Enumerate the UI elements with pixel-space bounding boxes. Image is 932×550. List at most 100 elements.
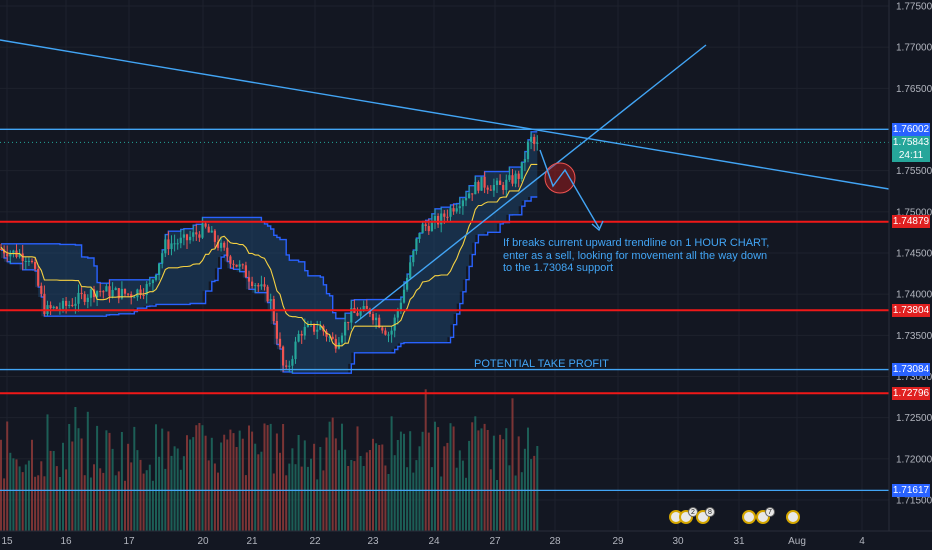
candle-body (269, 299, 272, 302)
volume-bar (353, 461, 356, 531)
flag-icon[interactable] (786, 510, 800, 524)
candle-body (68, 304, 71, 306)
candle-body (158, 263, 161, 275)
volume-bar (384, 465, 387, 531)
volume-bar (117, 471, 120, 531)
candle-body (43, 293, 46, 314)
candle-body (55, 306, 58, 309)
candle-body (288, 365, 291, 367)
volume-bar (40, 461, 43, 531)
price-axis-tick: 1.73500 (896, 331, 932, 342)
volume-bar (356, 426, 359, 531)
time-axis-tick: 4 (859, 536, 865, 547)
candle-body (415, 238, 418, 251)
volume-bar (310, 458, 312, 531)
price-axis-tick: 1.72000 (896, 454, 932, 465)
time-axis-tick: 27 (489, 536, 501, 547)
price-axis-tick: 1.75500 (896, 166, 932, 177)
candle-body (238, 264, 241, 267)
price-tag: 1.76002 (892, 122, 930, 136)
candle-body (260, 284, 263, 287)
volume-bar (297, 435, 300, 531)
candle-body (192, 232, 195, 237)
volume-bar (198, 423, 201, 531)
volume-bar (514, 475, 517, 531)
candle-body (387, 334, 390, 336)
volume-bar (275, 433, 278, 531)
volume-bar (409, 431, 412, 531)
candle-body (443, 213, 446, 217)
candle-body (530, 136, 533, 142)
candle-body (127, 293, 130, 295)
candle-body (437, 216, 440, 225)
volume-bar (372, 438, 374, 531)
candle-body (489, 189, 492, 191)
candle-body (508, 175, 511, 180)
volume-bar (300, 466, 303, 531)
candle-body (505, 179, 508, 190)
volume-bar (31, 439, 33, 531)
flag-icon[interactable] (742, 510, 756, 524)
volume-bar (80, 438, 83, 531)
price-axis-tick: 1.75000 (896, 207, 932, 218)
volume-bar (263, 423, 266, 531)
volume-bar (18, 466, 21, 531)
volume-bar (43, 476, 46, 531)
candle-body (433, 216, 437, 221)
volume-bar (167, 431, 170, 531)
volume-bar (536, 446, 539, 531)
volume-bar (399, 431, 402, 531)
candle-body (213, 230, 216, 242)
volume-bar (489, 469, 492, 531)
volume-bar (226, 439, 229, 531)
volume-bar (403, 433, 405, 531)
candle-body (455, 208, 458, 212)
volume-bar (288, 463, 291, 531)
candle-body (325, 331, 328, 337)
candle-body (30, 260, 34, 262)
volume-bar (244, 475, 247, 531)
volume-bar (235, 447, 238, 531)
candle-body (464, 198, 468, 201)
price-tag: 1.74879 (892, 215, 930, 229)
candle-body (120, 288, 123, 299)
candle-body (365, 306, 368, 309)
price-axis-bg (889, 0, 932, 550)
candle-body (402, 289, 406, 303)
volume-bar (210, 437, 213, 531)
candle-body (201, 223, 204, 238)
price-axis-tick: 1.71500 (896, 496, 932, 507)
price-axis-tick: 1.74500 (896, 249, 932, 260)
volume-bar (517, 436, 520, 531)
candle-body (285, 365, 288, 367)
volume-bar (461, 460, 464, 531)
price-tag: 1.75843 (892, 135, 930, 149)
time-axis-tick: 31 (733, 536, 745, 547)
candle-body (350, 308, 353, 323)
volume-bar (359, 456, 362, 531)
price-axis-tick: 1.76500 (896, 84, 932, 95)
volume-bar (58, 477, 61, 531)
volume-bar (164, 468, 167, 531)
volume-bar (0, 439, 2, 531)
volume-bar (328, 421, 331, 531)
candle-body (18, 253, 21, 257)
volume-bar (303, 440, 306, 531)
volume-bar (186, 435, 188, 531)
candle-body (114, 288, 117, 290)
volume-bar (192, 437, 195, 531)
candle-body (474, 182, 477, 195)
candle-body (294, 341, 297, 360)
candle-body (99, 291, 102, 293)
candle-body (86, 297, 89, 302)
volume-bar (139, 459, 142, 531)
candle-body (536, 142, 539, 144)
candle-body (526, 141, 530, 160)
candle-body (34, 262, 37, 269)
volume-bar (241, 438, 244, 531)
candle-body (117, 288, 120, 299)
volume-bar (151, 480, 154, 531)
volume-bar (347, 466, 350, 531)
time-axis-tick: 29 (612, 536, 624, 547)
